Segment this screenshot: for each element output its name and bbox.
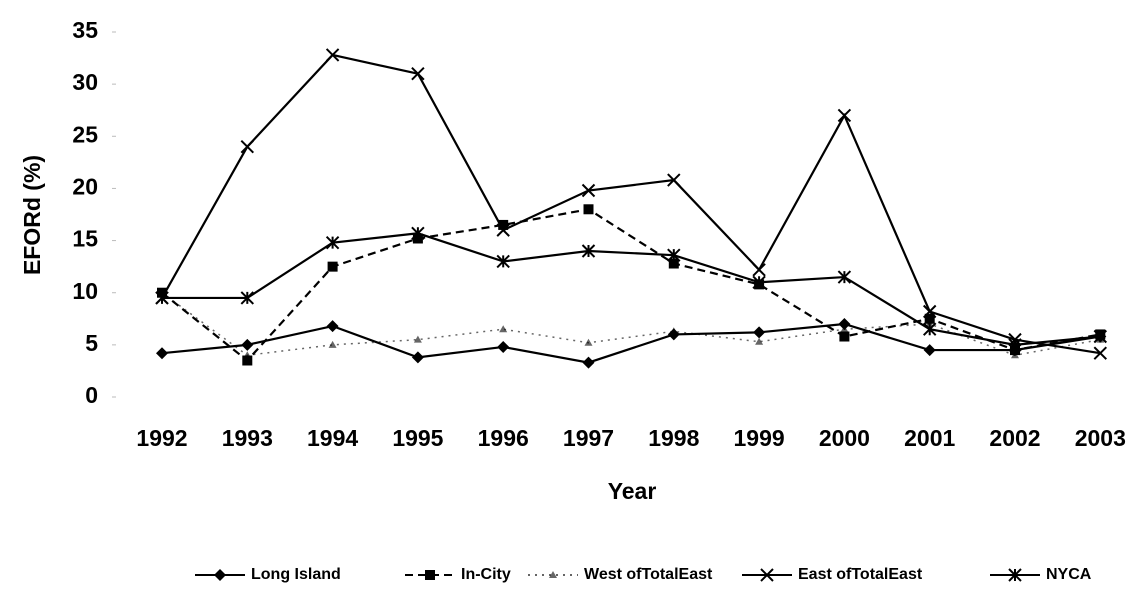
marker [1011, 351, 1019, 359]
marker [326, 320, 339, 333]
y-tick-label: 25 [72, 121, 98, 147]
marker [496, 223, 510, 237]
marker [325, 235, 340, 250]
x-tick-label: 1992 [136, 425, 187, 451]
marker [922, 304, 937, 319]
marker [243, 351, 252, 359]
marker [328, 340, 337, 348]
marker [840, 325, 849, 333]
marker [583, 204, 594, 215]
marker [1093, 346, 1108, 360]
marker [411, 226, 425, 240]
y-tick-label: 10 [72, 278, 98, 304]
legend-marker [214, 569, 226, 581]
marker [499, 325, 508, 333]
marker [584, 338, 593, 346]
legend-marker [425, 570, 435, 580]
marker [582, 356, 595, 369]
legend-item: East ofTotalEast [742, 566, 923, 583]
marker [1008, 338, 1022, 352]
marker [755, 337, 764, 345]
marker [752, 263, 766, 277]
y-tick-label: 30 [72, 69, 98, 95]
marker [241, 338, 254, 351]
x-tick-label: 2000 [819, 425, 870, 451]
legend-label: Long Island [251, 566, 341, 583]
marker [496, 254, 510, 269]
marker [581, 244, 596, 258]
marker [581, 183, 596, 198]
marker [837, 108, 852, 123]
x-tick-label: 1997 [563, 425, 614, 451]
marker [413, 335, 422, 343]
marker [327, 261, 338, 272]
marker [922, 322, 937, 336]
legend-label: West ofTotalEast [584, 566, 713, 583]
marker [240, 140, 255, 154]
x-tick-label: 1995 [392, 425, 443, 451]
series-line [161, 53, 1101, 355]
marker [411, 67, 425, 81]
marker [497, 340, 510, 353]
marker [837, 270, 852, 284]
y-tick-label: 20 [72, 174, 98, 200]
x-tick-label: 2002 [989, 425, 1040, 451]
x-tick-label: 1994 [307, 425, 358, 451]
x-tick-label: 2003 [1075, 425, 1126, 451]
x-tick-label: 2001 [904, 425, 955, 451]
x-tick-label: 1993 [222, 425, 273, 451]
legend-item: West ofTotalEast [528, 566, 713, 583]
marker [669, 327, 678, 335]
marker [839, 331, 850, 342]
series-line [161, 292, 1101, 357]
legend-label: NYCA [1046, 566, 1092, 583]
marker [411, 351, 424, 364]
series-line [161, 208, 1101, 363]
y-axis-label: EFORd (%) [19, 155, 45, 275]
x-axis-label: Year [608, 478, 657, 504]
marker [1093, 329, 1108, 344]
marker [242, 355, 253, 366]
legend-marker [549, 571, 557, 578]
marker [240, 291, 255, 305]
y-tick-label: 15 [72, 226, 98, 252]
x-tick-label: 1998 [648, 425, 699, 451]
x-tick-label: 1999 [734, 425, 785, 451]
series-line [161, 322, 1101, 364]
marker [924, 313, 935, 324]
series-line [162, 232, 1101, 346]
marker [156, 347, 168, 360]
legend-item: NYCA [990, 566, 1092, 583]
marker [752, 275, 766, 289]
marker [667, 173, 681, 187]
legend-label: In-City [461, 566, 511, 583]
legend-item: In-City [405, 566, 511, 583]
x-tick-label: 1996 [478, 425, 529, 451]
marker [668, 258, 679, 269]
marker [838, 318, 851, 330]
legend-item: Long Island [195, 566, 341, 583]
marker [923, 344, 936, 357]
legend-marker [760, 568, 774, 582]
y-tick-label: 0 [85, 382, 98, 408]
marker [667, 248, 681, 262]
marker [498, 219, 509, 230]
marker [155, 291, 169, 305]
legend-marker [1008, 568, 1022, 582]
y-tick-label: 35 [72, 17, 98, 43]
legend-label: East ofTotalEast [798, 566, 923, 583]
marker [753, 326, 766, 339]
marker [325, 48, 340, 62]
y-tick-label: 5 [85, 330, 98, 356]
